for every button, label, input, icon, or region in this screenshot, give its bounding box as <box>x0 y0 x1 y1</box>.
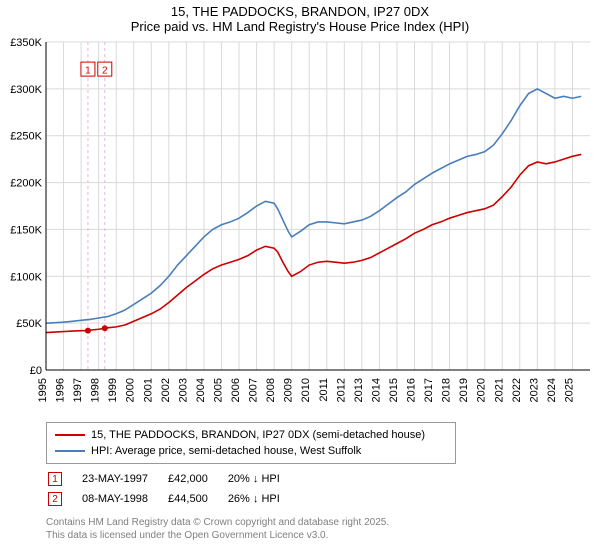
svg-text:2024: 2024 <box>546 378 558 402</box>
svg-text:2009: 2009 <box>283 378 295 402</box>
footer-attribution: Contains HM Land Registry data © Crown c… <box>46 516 600 542</box>
svg-text:£350K: £350K <box>10 37 42 49</box>
svg-text:2025: 2025 <box>563 378 575 402</box>
chart-area: £0 £50K £100K £150K £200K £250K £300K £350K 1995… <box>0 36 600 416</box>
svg-text:£0: £0 <box>30 365 42 377</box>
transaction-date: 08-MAY-1998 <box>82 490 166 508</box>
svg-text:2014: 2014 <box>370 378 382 402</box>
svg-text:1: 1 <box>85 66 91 77</box>
footer-line-1: Contains HM Land Registry data © Crown c… <box>46 516 600 529</box>
legend-label: HPI: Average price, semi-detached house,… <box>91 445 361 457</box>
legend-swatch <box>55 434 85 436</box>
table-row: 1 23-MAY-1997 £42,000 20% ↓ HPI <box>48 470 298 488</box>
chart-title: 15, THE PADDOCKS, BRANDON, IP27 0DX Pric… <box>0 0 600 36</box>
legend-label: 15, THE PADDOCKS, BRANDON, IP27 0DX (sem… <box>91 429 425 441</box>
svg-text:£100K: £100K <box>10 271 42 283</box>
line-chart-svg: £0 £50K £100K £150K £200K £250K £300K £350K 1995… <box>0 36 600 416</box>
svg-text:£150K: £150K <box>10 224 42 236</box>
svg-text:£50K: £50K <box>16 318 42 330</box>
svg-text:£200K: £200K <box>10 178 42 190</box>
legend: 15, THE PADDOCKS, BRANDON, IP27 0DX (sem… <box>46 422 456 464</box>
svg-text:2005: 2005 <box>212 378 224 402</box>
transactions-table: 1 23-MAY-1997 £42,000 20% ↓ HPI 2 08-MAY… <box>46 468 300 510</box>
svg-text:2013: 2013 <box>353 378 365 402</box>
marker-badge: 1 <box>48 472 62 486</box>
svg-text:2012: 2012 <box>335 378 347 402</box>
svg-text:2023: 2023 <box>528 378 540 402</box>
svg-text:2020: 2020 <box>476 378 488 402</box>
svg-text:2021: 2021 <box>493 378 505 402</box>
table-row: 2 08-MAY-1998 £44,500 26% ↓ HPI <box>48 490 298 508</box>
legend-swatch <box>55 450 85 452</box>
svg-text:2011: 2011 <box>318 378 330 402</box>
svg-text:2000: 2000 <box>125 378 137 402</box>
svg-text:2017: 2017 <box>423 378 435 402</box>
title-line-2: Price paid vs. HM Land Registry's House … <box>0 19 600 34</box>
transaction-date: 23-MAY-1997 <box>82 470 166 488</box>
svg-text:£300K: £300K <box>10 84 42 96</box>
svg-text:2018: 2018 <box>441 378 453 402</box>
transaction-price: £42,000 <box>168 470 226 488</box>
svg-text:1999: 1999 <box>107 378 119 402</box>
svg-text:2006: 2006 <box>230 378 242 402</box>
svg-text:1995: 1995 <box>37 378 49 402</box>
svg-text:2016: 2016 <box>406 378 418 402</box>
svg-text:2002: 2002 <box>160 378 172 402</box>
legend-item: HPI: Average price, semi-detached house,… <box>55 443 447 459</box>
svg-text:2008: 2008 <box>265 378 277 402</box>
legend-item: 15, THE PADDOCKS, BRANDON, IP27 0DX (sem… <box>55 427 447 443</box>
marker-badge: 2 <box>48 492 62 506</box>
transaction-price: £44,500 <box>168 490 226 508</box>
svg-text:2004: 2004 <box>195 378 207 402</box>
svg-text:1997: 1997 <box>72 378 84 402</box>
svg-text:2: 2 <box>102 66 108 77</box>
transaction-delta: 26% ↓ HPI <box>228 490 298 508</box>
svg-text:2003: 2003 <box>177 378 189 402</box>
title-line-1: 15, THE PADDOCKS, BRANDON, IP27 0DX <box>0 4 600 19</box>
svg-text:2001: 2001 <box>142 378 154 402</box>
svg-text:2022: 2022 <box>511 378 523 402</box>
footer-line-2: This data is licensed under the Open Gov… <box>46 529 600 542</box>
transaction-delta: 20% ↓ HPI <box>228 470 298 488</box>
svg-text:2019: 2019 <box>458 378 470 402</box>
svg-text:2007: 2007 <box>248 378 260 402</box>
svg-text:2010: 2010 <box>300 378 312 402</box>
svg-text:1996: 1996 <box>55 378 67 402</box>
svg-text:1998: 1998 <box>90 378 102 402</box>
svg-text:£250K: £250K <box>10 131 42 143</box>
svg-text:2015: 2015 <box>388 378 400 402</box>
